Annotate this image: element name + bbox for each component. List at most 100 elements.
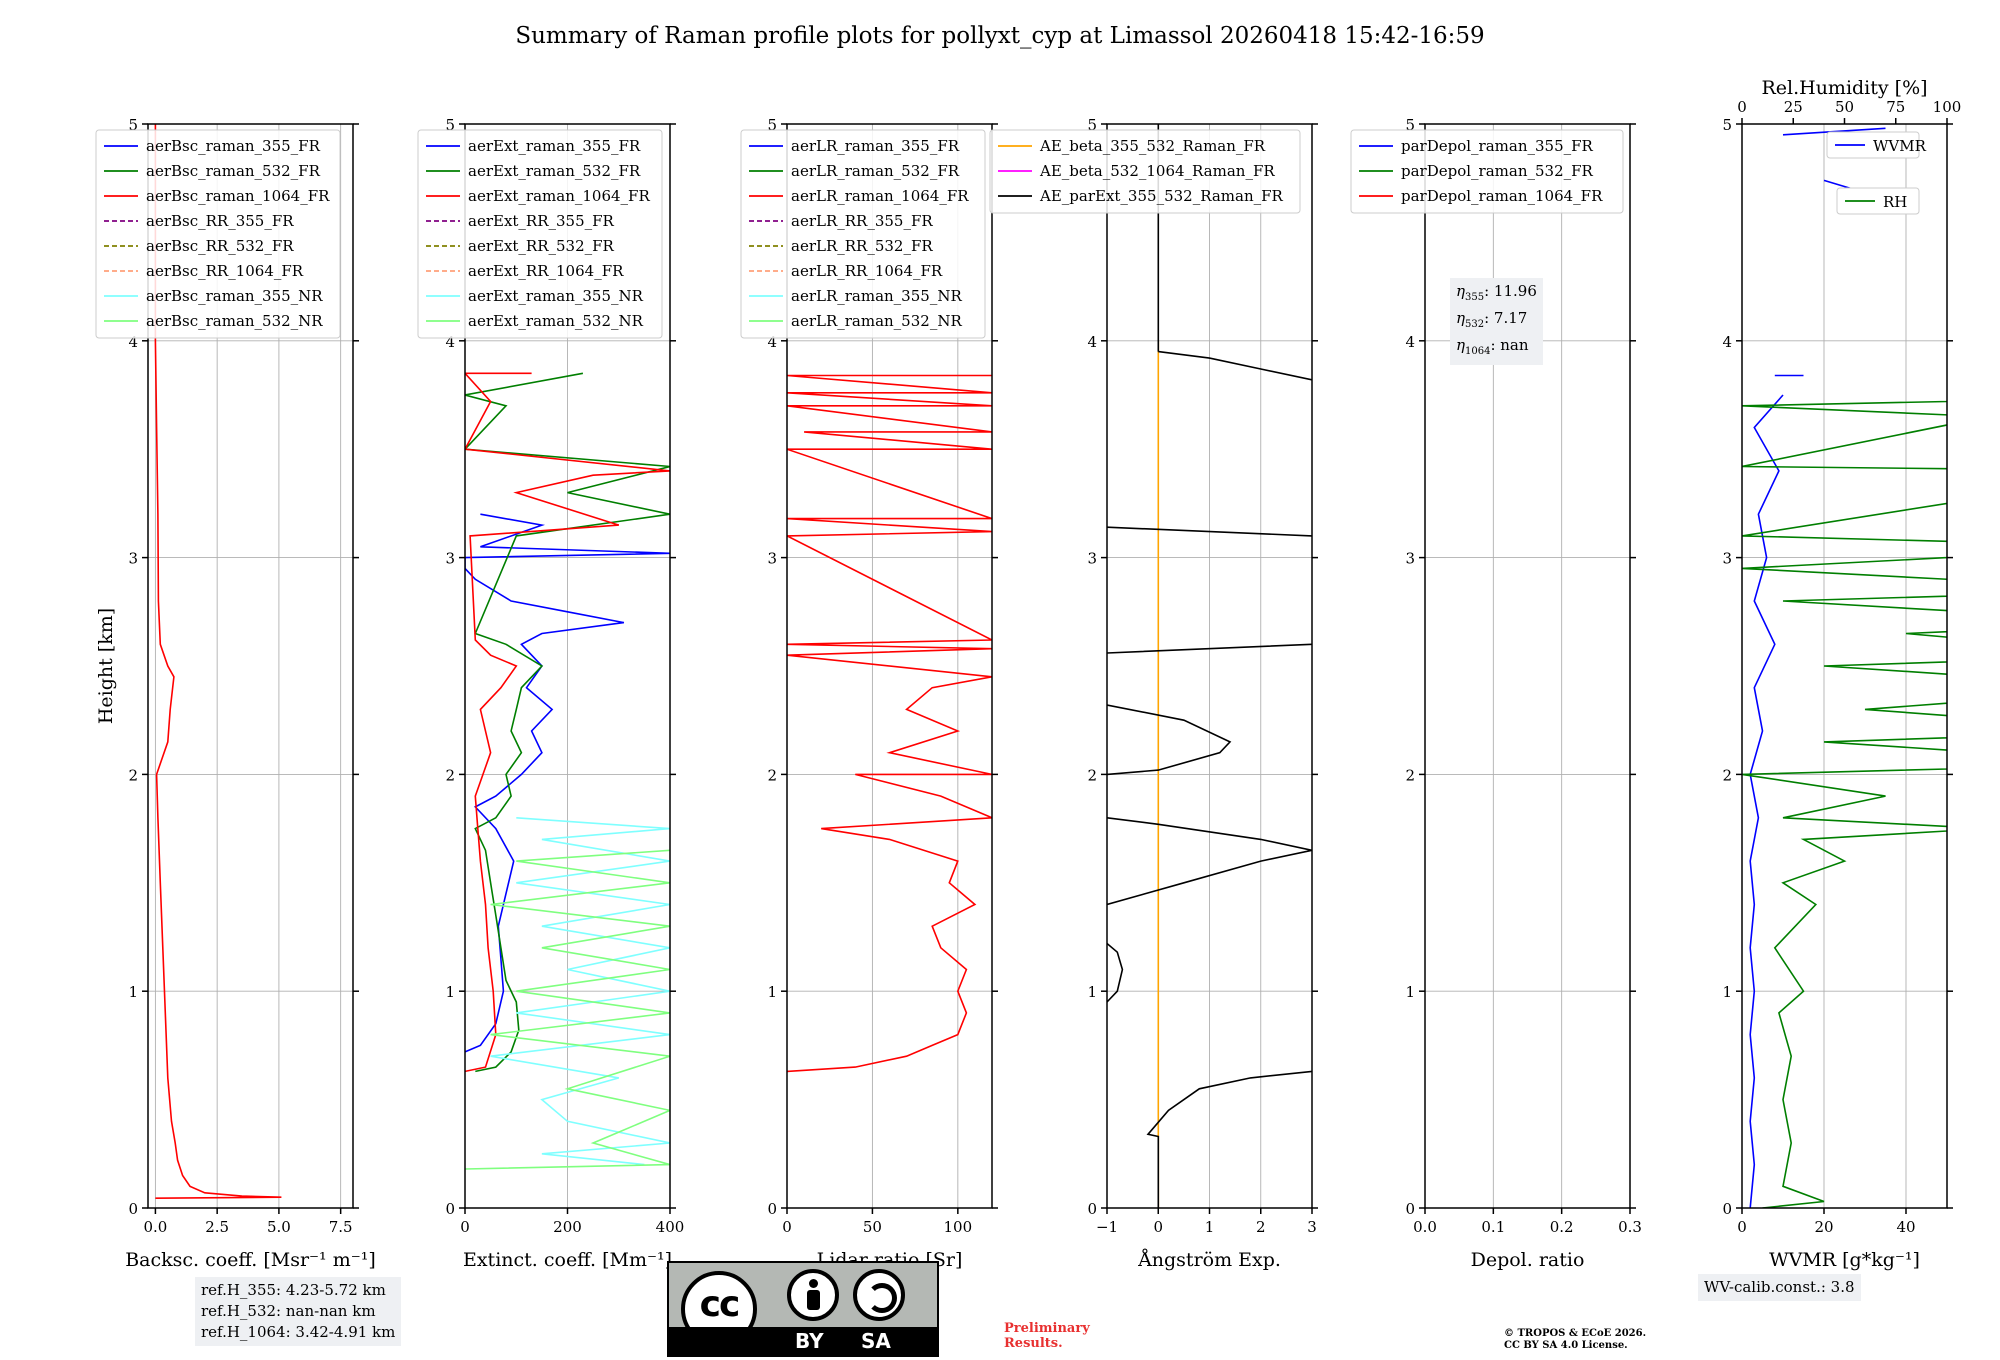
y-tick-label: 4 [767,333,777,351]
y-tick-label: 4 [445,333,455,351]
x-tick-label: 0 [1737,1218,1747,1236]
x-tick-label: 2 [1256,1218,1266,1236]
y-tick-label: 4 [1087,333,1097,351]
y-tick-label: 3 [767,550,777,568]
x-tick-label: 0.2 [1550,1218,1574,1236]
legend-label: aerLR_RR_355_FR [791,212,933,230]
x-tick-label: 400 [656,1218,685,1236]
x-tick-label: 3 [1307,1218,1317,1236]
x-axis-label: Extinct. coeff. [Mm⁻¹] [463,1249,672,1271]
legend-label: aerLR_RR_1064_FR [791,262,943,280]
x-axis-label: Depol. ratio [1471,1249,1585,1271]
y-tick-label: 3 [445,550,455,568]
series-aerExt_raman_532_NR [465,849,670,1170]
x-tick-label: 7.5 [329,1218,353,1236]
legend-label: aerLR_raman_532_NR [791,312,962,330]
preliminary-note: Preliminary Results. [1004,1321,1090,1351]
x2-tick-label: 25 [1784,98,1803,116]
x-tick-label: 200 [553,1218,582,1236]
series-aerExt_raman_1064_FR [465,372,670,1073]
legend-box [417,129,663,339]
x2-axis-label: Rel.Humidity [%] [1761,77,1927,99]
legend-label: aerExt_RR_1064_FR [468,262,624,280]
y-tick-label: 5 [1722,116,1732,134]
x-tick-label: 0.1 [1481,1218,1505,1236]
x-tick-label: 0.0 [1413,1218,1437,1236]
eta-box: η355: 11.96 η532: 7.17 η1064: nan [1450,278,1543,365]
y-tick-label: 1 [445,983,455,1001]
copyright-note: © TROPOS & ECoE 2026. CC BY SA 4.0 Licen… [1504,1328,1647,1351]
y-tick-label: 4 [1722,333,1732,351]
figure-title: Summary of Raman profile plots for polly… [515,23,1484,49]
y-tick-label: 2 [1405,766,1415,784]
x-tick-label: 0 [782,1218,792,1236]
series-aerLR_raman_1064_FR [787,374,992,1073]
y-tick-label: 2 [1722,766,1732,784]
cc-license-badge: cc BY SA [667,1261,939,1357]
legend-box [740,129,986,339]
y-tick-label: 1 [1722,983,1732,1001]
y-tick-label: 5 [445,116,455,134]
axes-frame [786,123,993,1209]
legend-WVMR: WVMR [1826,131,1927,159]
x-tick-label: 1 [1205,1218,1215,1236]
x-tick-label: 20 [1814,1218,1833,1236]
legend: parDepol_raman_355_FR parDepol_raman_532_… [1350,129,1624,214]
eta-1064: η1064: nan [1456,336,1529,357]
reference-height-box: ref.H_355: 4.23-5.72 km ref.H_532: nan-n… [195,1277,402,1346]
eta-532: η532: 7.17 [1456,309,1528,330]
x-tick-label: −1 [1096,1218,1118,1236]
y-tick-label: 0 [128,1200,138,1218]
series-aerExt_raman_532_FR [465,372,670,1073]
y-tick-label: 0 [1722,1200,1732,1218]
y-tick-label: 5 [767,116,777,134]
eta-355: η355: 11.96 [1456,282,1537,303]
legend: aerLR_raman_355_FR aerLR_raman_532_FR aerL… [740,129,986,339]
x-tick-label: 0.3 [1618,1218,1642,1236]
x-tick-label: 100 [944,1218,973,1236]
x2-tick-label: 100 [1933,98,1962,116]
legend-label: RH [1883,193,1907,211]
legend-label: aerBsc_raman_355_FR [146,137,321,155]
sa-label: SA [861,1329,891,1353]
y-tick-label: 3 [1722,550,1732,568]
legend-box [95,129,341,339]
legend-label: aerLR_RR_532_FR [791,237,933,255]
legend-label: parDepol_raman_1064_FR [1401,187,1603,205]
legend-label: aerBsc_raman_1064_FR [146,187,330,205]
y-tick-label: 0 [767,1200,777,1218]
cc-label: cc [699,1284,741,1325]
x2-tick-label: 0 [1737,98,1747,116]
legend: aerBsc_raman_355_FR aerBsc_raman_532_FRae… [95,129,341,339]
legend-label: aerBsc_RR_532_FR [146,237,294,255]
legend-label: aerExt_RR_532_FR [468,237,615,255]
y-tick-label: 0 [445,1200,455,1218]
axes-frame [1106,123,1313,1209]
plot-panels: 0 1 2 3 4 5 0.0 2.5 5.0 7.5 Backsc. coeff. [Msr⁻¹ … [95,77,1962,1271]
legend-label: aerBsc_raman_532_FR [146,162,321,180]
x-tick-label: 2.5 [205,1218,229,1236]
y-axis-label: Height [km] [95,608,117,724]
legend-label: aerBsc_raman_355_NR [146,287,323,305]
ref-h-1064: ref.H_1064: 3.42-4.91 km [201,1323,396,1341]
y-tick-label: 3 [1405,550,1415,568]
y-tick-label: 2 [767,766,777,784]
x-tick-label: 40 [1896,1218,1915,1236]
legend-RH: RH [1836,187,1920,215]
y-tick-label: 0 [1405,1200,1415,1218]
wv-calibration-box: WV-calib.const.: 3.8 [1698,1274,1861,1301]
legend-label: aerExt_raman_355_FR [468,137,641,155]
legend-label: AE_beta_355_532_Raman_FR [1039,137,1266,155]
series-RH [1742,400,1947,1208]
y-tick-label: 1 [1087,983,1097,1001]
legend-label: parDepol_raman_355_FR [1401,137,1594,155]
y-tick-label: 3 [1087,550,1097,568]
y-tick-label: 4 [128,333,138,351]
legend-box [989,129,1301,214]
x-axis-label: WVMR [g*kg⁻¹] [1769,1249,1920,1271]
legend-label: aerBsc_RR_1064_FR [146,262,304,280]
legend-label: aerExt_raman_355_NR [468,287,644,305]
